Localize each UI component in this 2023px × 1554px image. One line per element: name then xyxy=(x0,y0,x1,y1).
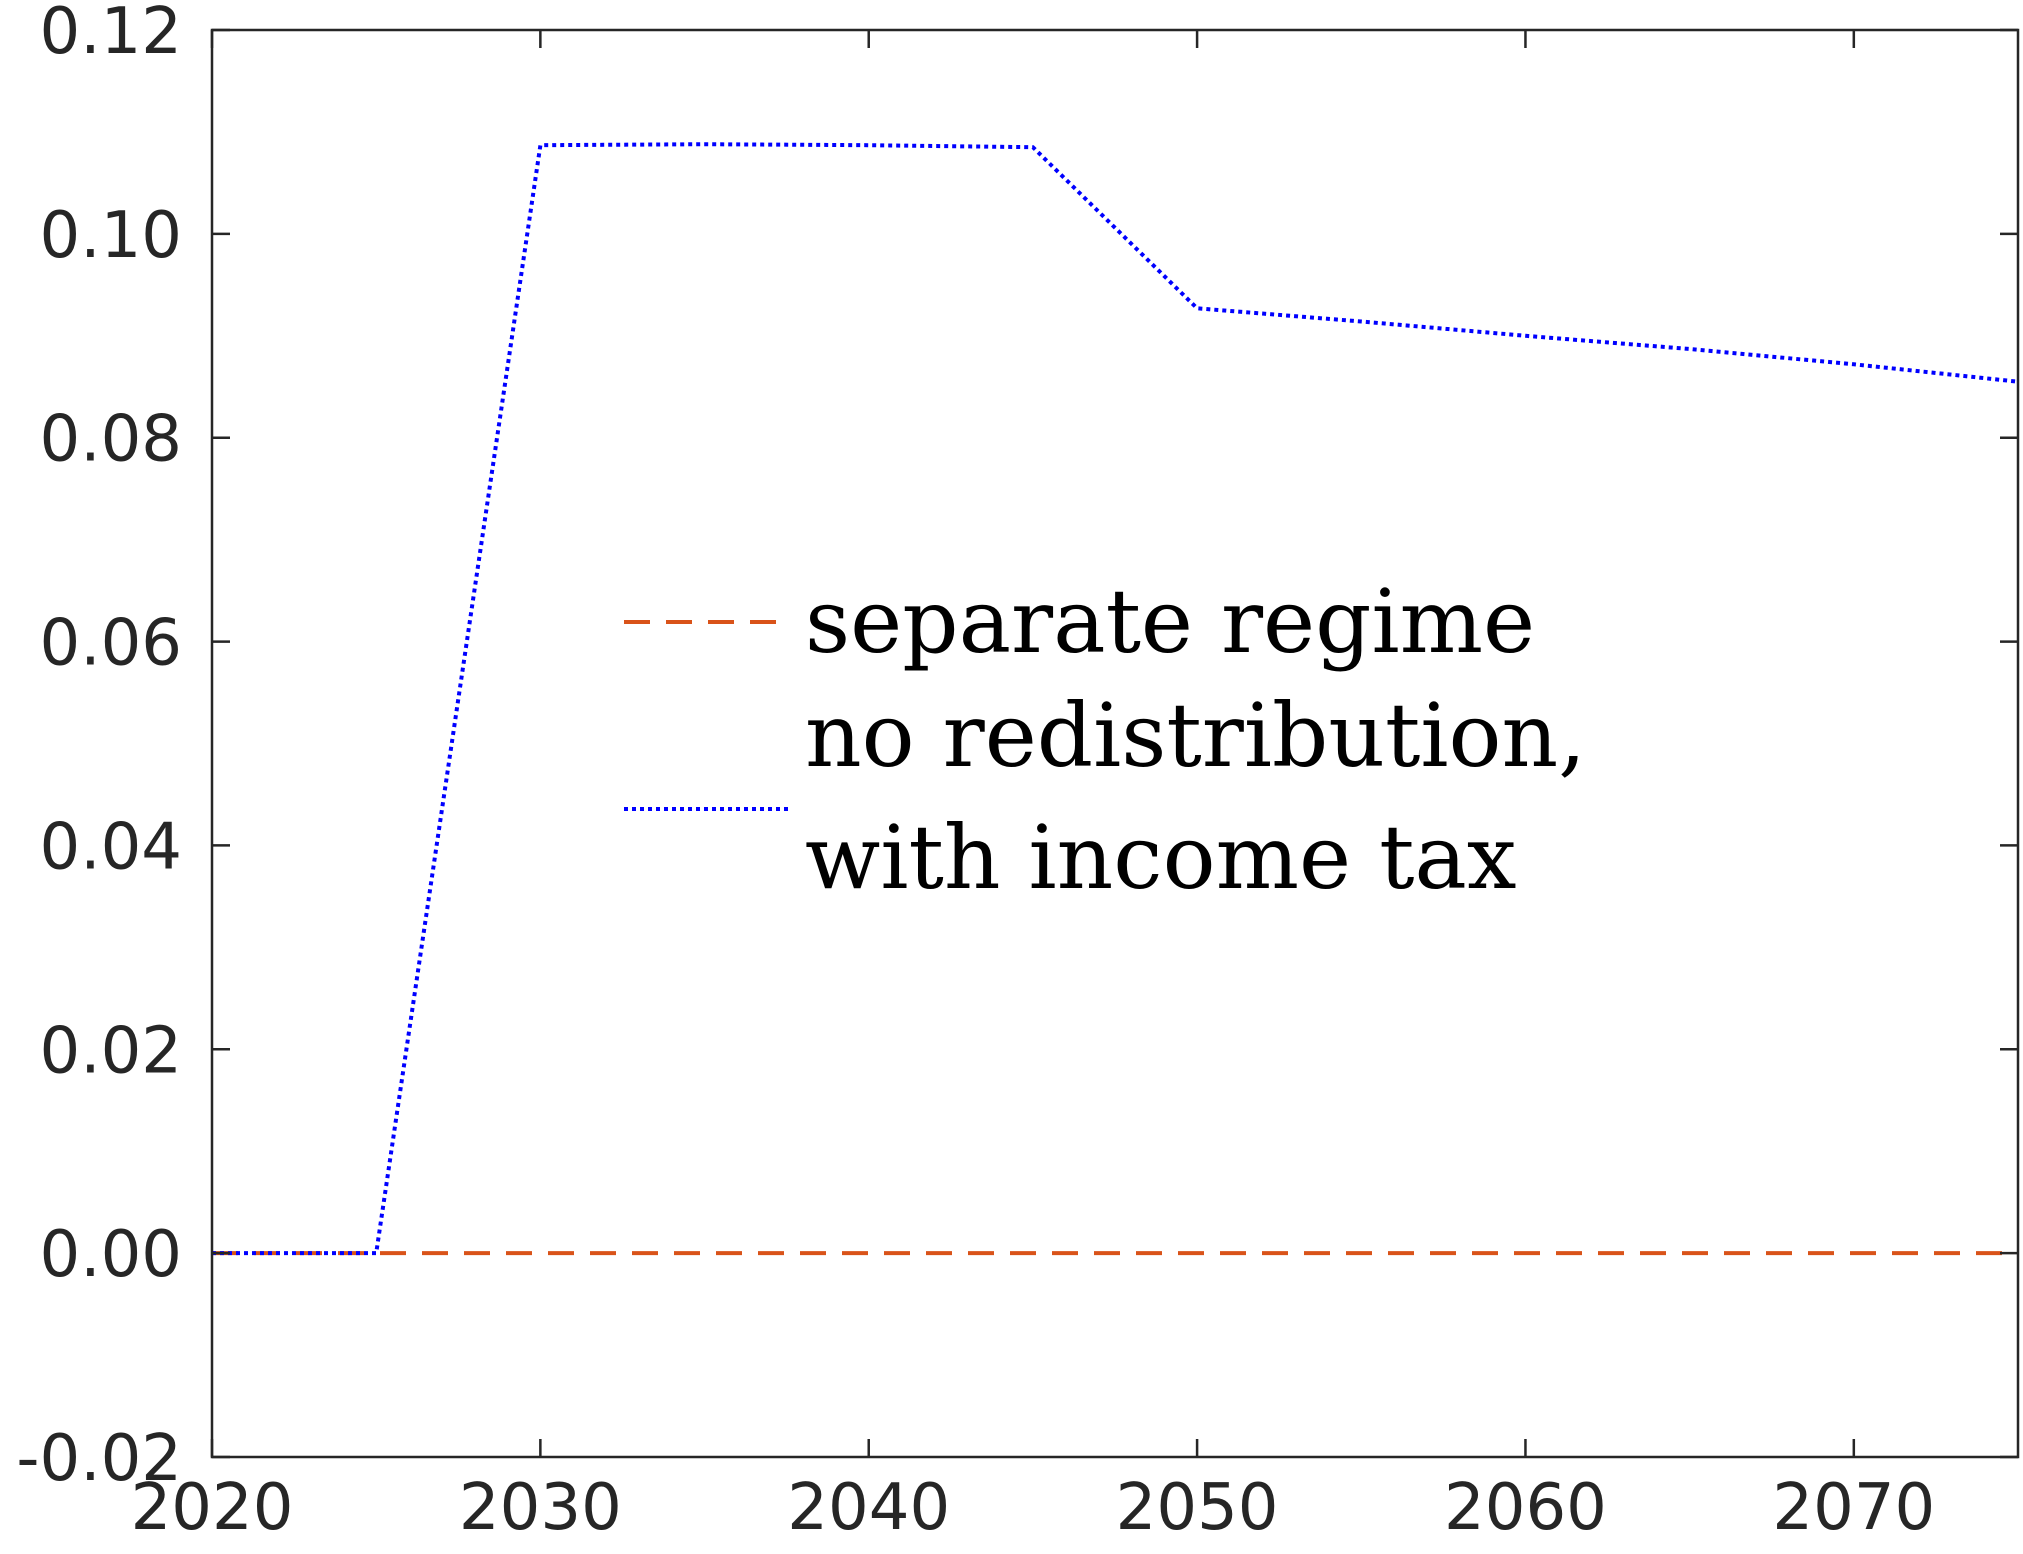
legend-label-separate-regime: separate regime xyxy=(805,570,1535,673)
legend-label-no-redistribution-line1: no redistribution, xyxy=(805,684,1586,787)
legend: separate regime no redistribution, with … xyxy=(624,570,1586,909)
x-tick-label: 2070 xyxy=(1772,1471,1935,1545)
y-tick-label: 0.08 xyxy=(40,403,183,477)
y-tick-label: 0.06 xyxy=(40,607,183,681)
y-tick-label: 0.12 xyxy=(40,0,183,69)
axes-box xyxy=(210,28,2020,1459)
series-line-1 xyxy=(212,142,2019,1256)
y-tick-label: 0.00 xyxy=(40,1218,183,1292)
y-tick-label: 0.04 xyxy=(40,810,183,884)
x-axis-tick-labels: 2020 2030 2040 2050 2060 2070 xyxy=(131,1471,1936,1545)
series-layer xyxy=(212,142,2019,1256)
x-tick-label: 2030 xyxy=(459,1471,622,1545)
y-axis-tick-labels: -0.02 0.00 0.02 0.04 0.06 0.08 0.10 0.12 xyxy=(16,0,182,1496)
x-tick-label: 2050 xyxy=(1116,1471,1279,1545)
axis-ticks xyxy=(210,28,2018,1459)
x-tick-label: 2040 xyxy=(787,1471,950,1545)
y-tick-label: 0.02 xyxy=(40,1014,183,1088)
plot-background xyxy=(212,30,2018,1457)
x-tick-label: 2020 xyxy=(131,1471,294,1545)
y-tick-label: 0.10 xyxy=(40,199,183,273)
y-tick-label: -0.02 xyxy=(16,1422,182,1496)
x-tick-label: 2060 xyxy=(1444,1471,1607,1545)
legend-label-no-redistribution-line2: with income tax xyxy=(805,806,1517,909)
